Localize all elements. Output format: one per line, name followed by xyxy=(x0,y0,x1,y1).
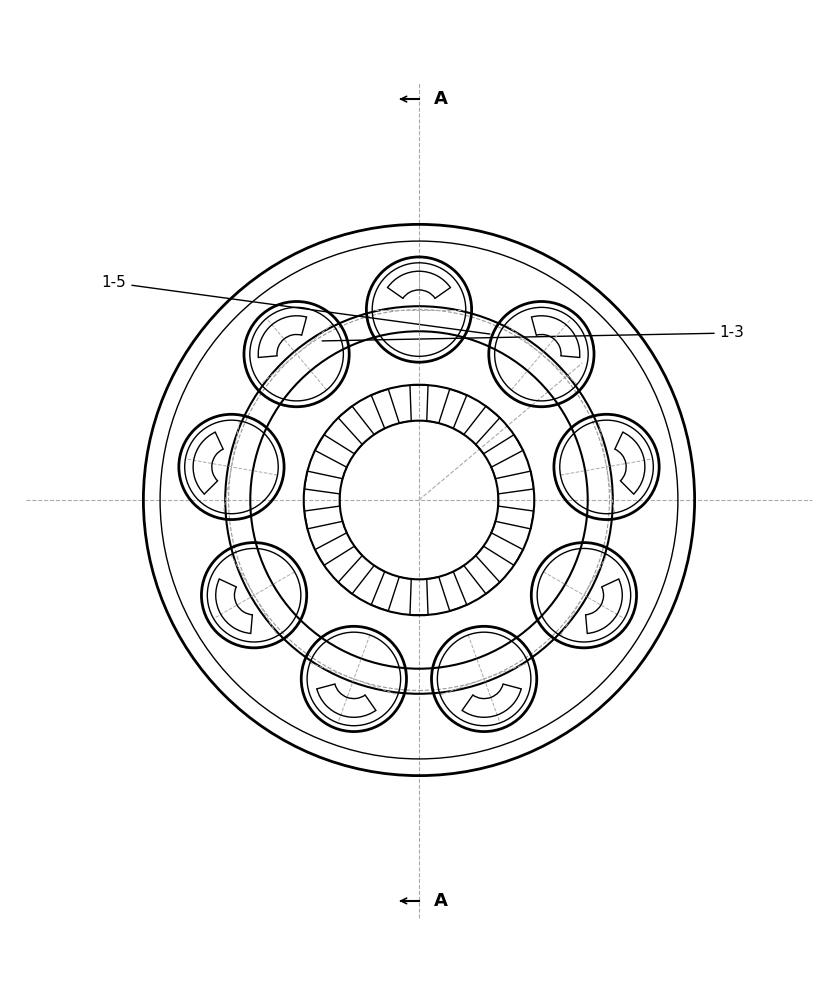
Text: 1-5: 1-5 xyxy=(101,275,490,334)
Text: A: A xyxy=(434,90,447,108)
Text: A: A xyxy=(434,892,447,910)
Text: 1-3: 1-3 xyxy=(322,325,744,341)
